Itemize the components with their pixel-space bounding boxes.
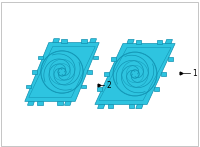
Polygon shape	[81, 39, 87, 43]
Polygon shape	[28, 101, 34, 105]
Polygon shape	[98, 105, 105, 108]
Polygon shape	[95, 44, 175, 105]
Polygon shape	[26, 85, 31, 88]
Polygon shape	[136, 105, 143, 108]
Polygon shape	[161, 72, 166, 76]
Polygon shape	[57, 101, 63, 105]
Polygon shape	[111, 57, 116, 61]
Text: 2: 2	[106, 81, 111, 90]
Polygon shape	[32, 70, 37, 74]
Polygon shape	[53, 39, 60, 43]
Polygon shape	[154, 87, 159, 91]
Polygon shape	[64, 101, 71, 105]
Polygon shape	[61, 39, 67, 43]
Polygon shape	[90, 39, 96, 43]
Polygon shape	[129, 105, 134, 108]
Polygon shape	[81, 85, 86, 88]
Polygon shape	[104, 72, 109, 76]
Polygon shape	[87, 70, 92, 74]
Polygon shape	[165, 40, 172, 44]
Polygon shape	[38, 56, 43, 59]
Circle shape	[58, 68, 66, 76]
Text: 1: 1	[192, 69, 197, 77]
Polygon shape	[127, 40, 134, 44]
Polygon shape	[157, 40, 162, 44]
Circle shape	[131, 70, 139, 78]
Polygon shape	[168, 57, 173, 61]
Polygon shape	[37, 101, 43, 105]
Polygon shape	[108, 105, 113, 108]
Polygon shape	[25, 43, 99, 101]
Polygon shape	[93, 56, 98, 59]
Polygon shape	[97, 87, 102, 91]
Polygon shape	[136, 40, 141, 44]
